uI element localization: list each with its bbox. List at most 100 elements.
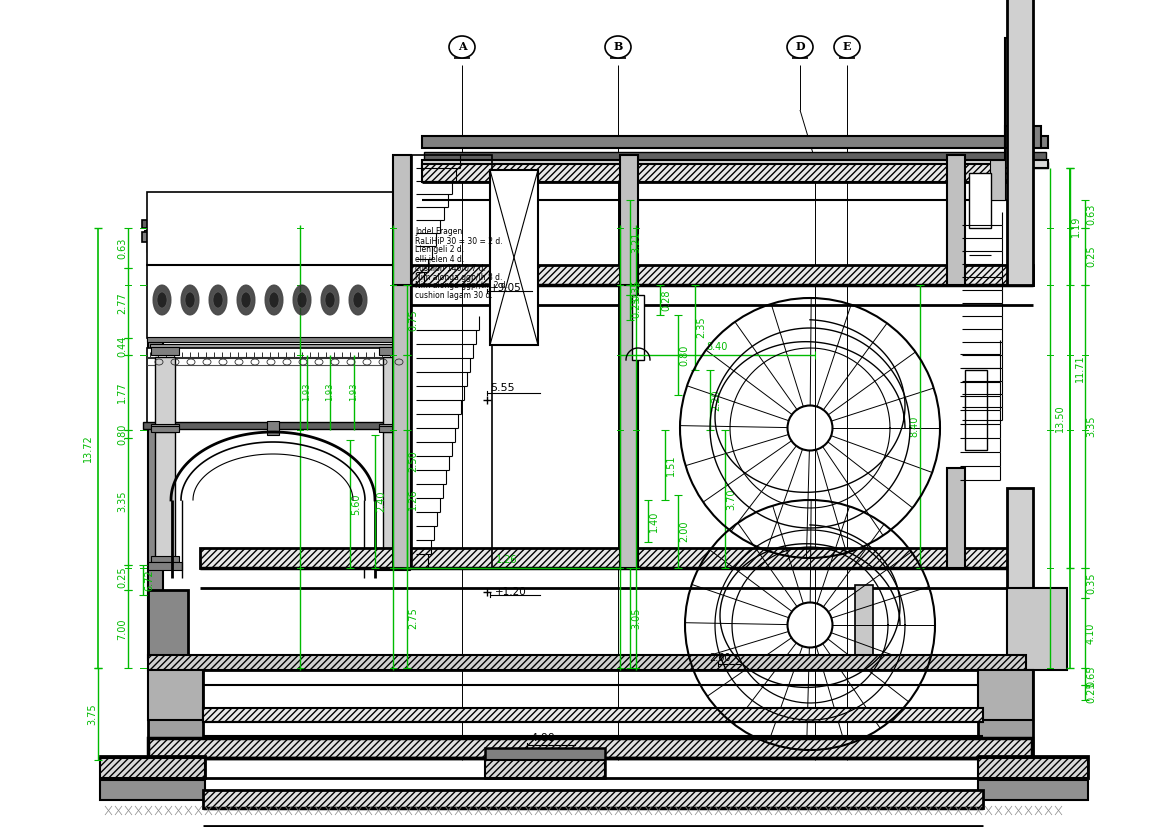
Bar [148,220,163,270]
Text: 0.28: 0.28 [661,289,671,311]
Text: 5.60: 5.60 [351,493,361,514]
Text: 0.25: 0.25 [631,297,641,318]
Bar [147,265,405,338]
Bar [147,348,405,427]
Bar [147,192,405,265]
Ellipse shape [180,285,199,315]
Text: elli jelen 4 d.: elli jelen 4 d. [415,255,464,264]
Text: 1.26: 1.26 [495,555,517,565]
Text: cushion lagam 30 d.: cushion lagam 30 d. [415,290,493,299]
Ellipse shape [265,285,283,315]
Bar [152,556,179,562]
Bar [100,758,205,778]
Ellipse shape [320,285,339,315]
Bar [376,562,410,570]
Bar [202,708,983,722]
Ellipse shape [153,285,171,315]
Text: 3.05: 3.05 [631,607,641,629]
Text: 0.25: 0.25 [1086,681,1096,703]
Text: 1.93: 1.93 [325,383,334,401]
Text: 1.93: 1.93 [349,383,359,401]
Bar [147,263,405,265]
Bar [970,173,992,228]
Text: Jodel Fragen: Jodel Fragen [415,227,463,237]
Bar [148,240,163,660]
Bar [148,738,1032,758]
Bar [148,655,1026,670]
Bar [620,285,638,568]
Bar [379,424,407,430]
Bar [379,556,407,562]
Bar [379,426,407,432]
Text: 1.51: 1.51 [666,454,676,476]
Bar [200,548,1030,568]
Ellipse shape [185,292,196,308]
Bar [965,370,987,450]
Text: 1.77: 1.77 [117,382,127,404]
Text: 7.00: 7.00 [117,619,127,640]
Text: 0.65: 0.65 [1086,666,1096,687]
Text: 6.72: 6.72 [143,569,154,590]
Text: 1.40: 1.40 [649,510,659,532]
Bar [1007,488,1033,588]
Bar [100,756,205,778]
Bar [267,421,279,435]
Bar [152,347,179,355]
Bar [978,670,1033,755]
Bar [485,748,605,778]
Text: 1.19: 1.19 [1071,216,1081,237]
Bar [148,590,187,668]
Bar [422,136,1048,148]
Text: 0.63: 0.63 [1086,203,1096,225]
Text: 2.40: 2.40 [376,490,386,512]
Text: cushion 140/0 7 d.: cushion 140/0 7 d. [415,264,486,273]
Ellipse shape [213,292,223,308]
Bar [155,432,175,562]
Ellipse shape [268,292,279,308]
Bar [143,230,410,236]
Text: 13.50: 13.50 [1055,404,1064,432]
Text: 4.10: 4.10 [1086,622,1096,643]
Text: 1.93: 1.93 [302,383,311,401]
Text: 2.20: 2.20 [712,390,721,411]
Bar [379,347,407,355]
Text: 3.75: 3.75 [87,703,97,724]
Bar [978,756,1088,778]
Ellipse shape [449,36,476,58]
Text: 3.35: 3.35 [1086,416,1096,437]
Bar [393,265,1033,285]
Bar [147,337,405,342]
Bar [423,152,1046,160]
Text: 2.77: 2.77 [117,292,127,314]
Text: +1.20: +1.20 [495,587,526,597]
Text: 0.75: 0.75 [408,309,418,331]
Text: 2.35: 2.35 [697,317,706,338]
Bar [978,758,1088,778]
Ellipse shape [349,285,367,315]
Bar [202,790,983,808]
Bar [142,232,410,242]
Bar [393,285,411,568]
Bar [422,160,1048,168]
Text: 8.40: 8.40 [707,342,728,352]
Ellipse shape [353,292,363,308]
Bar [393,155,411,285]
Bar [147,240,405,252]
Text: B: B [613,41,622,52]
Text: 5.55: 5.55 [491,383,515,393]
Ellipse shape [237,285,255,315]
Bar [1005,126,1041,148]
Bar [383,357,403,430]
Text: Nim alonga ggp/lh 8 d.: Nim alonga ggp/lh 8 d. [415,273,502,281]
Ellipse shape [834,36,860,58]
Ellipse shape [325,292,336,308]
Text: 1.26: 1.26 [408,488,418,509]
Ellipse shape [297,292,307,308]
Bar [946,468,965,568]
Bar [152,426,179,432]
Text: RaLiHiP 30 = 30 = 2 d.: RaLiHiP 30 = 30 = 2 d. [415,237,502,246]
Text: Nim alonga ggp/,tm 2 d.: Nim alonga ggp/,tm 2 d. [415,281,508,290]
Text: Lien geli 2 d.: Lien geli 2 d. [415,246,464,255]
Bar [422,162,1048,168]
Bar [142,220,410,228]
